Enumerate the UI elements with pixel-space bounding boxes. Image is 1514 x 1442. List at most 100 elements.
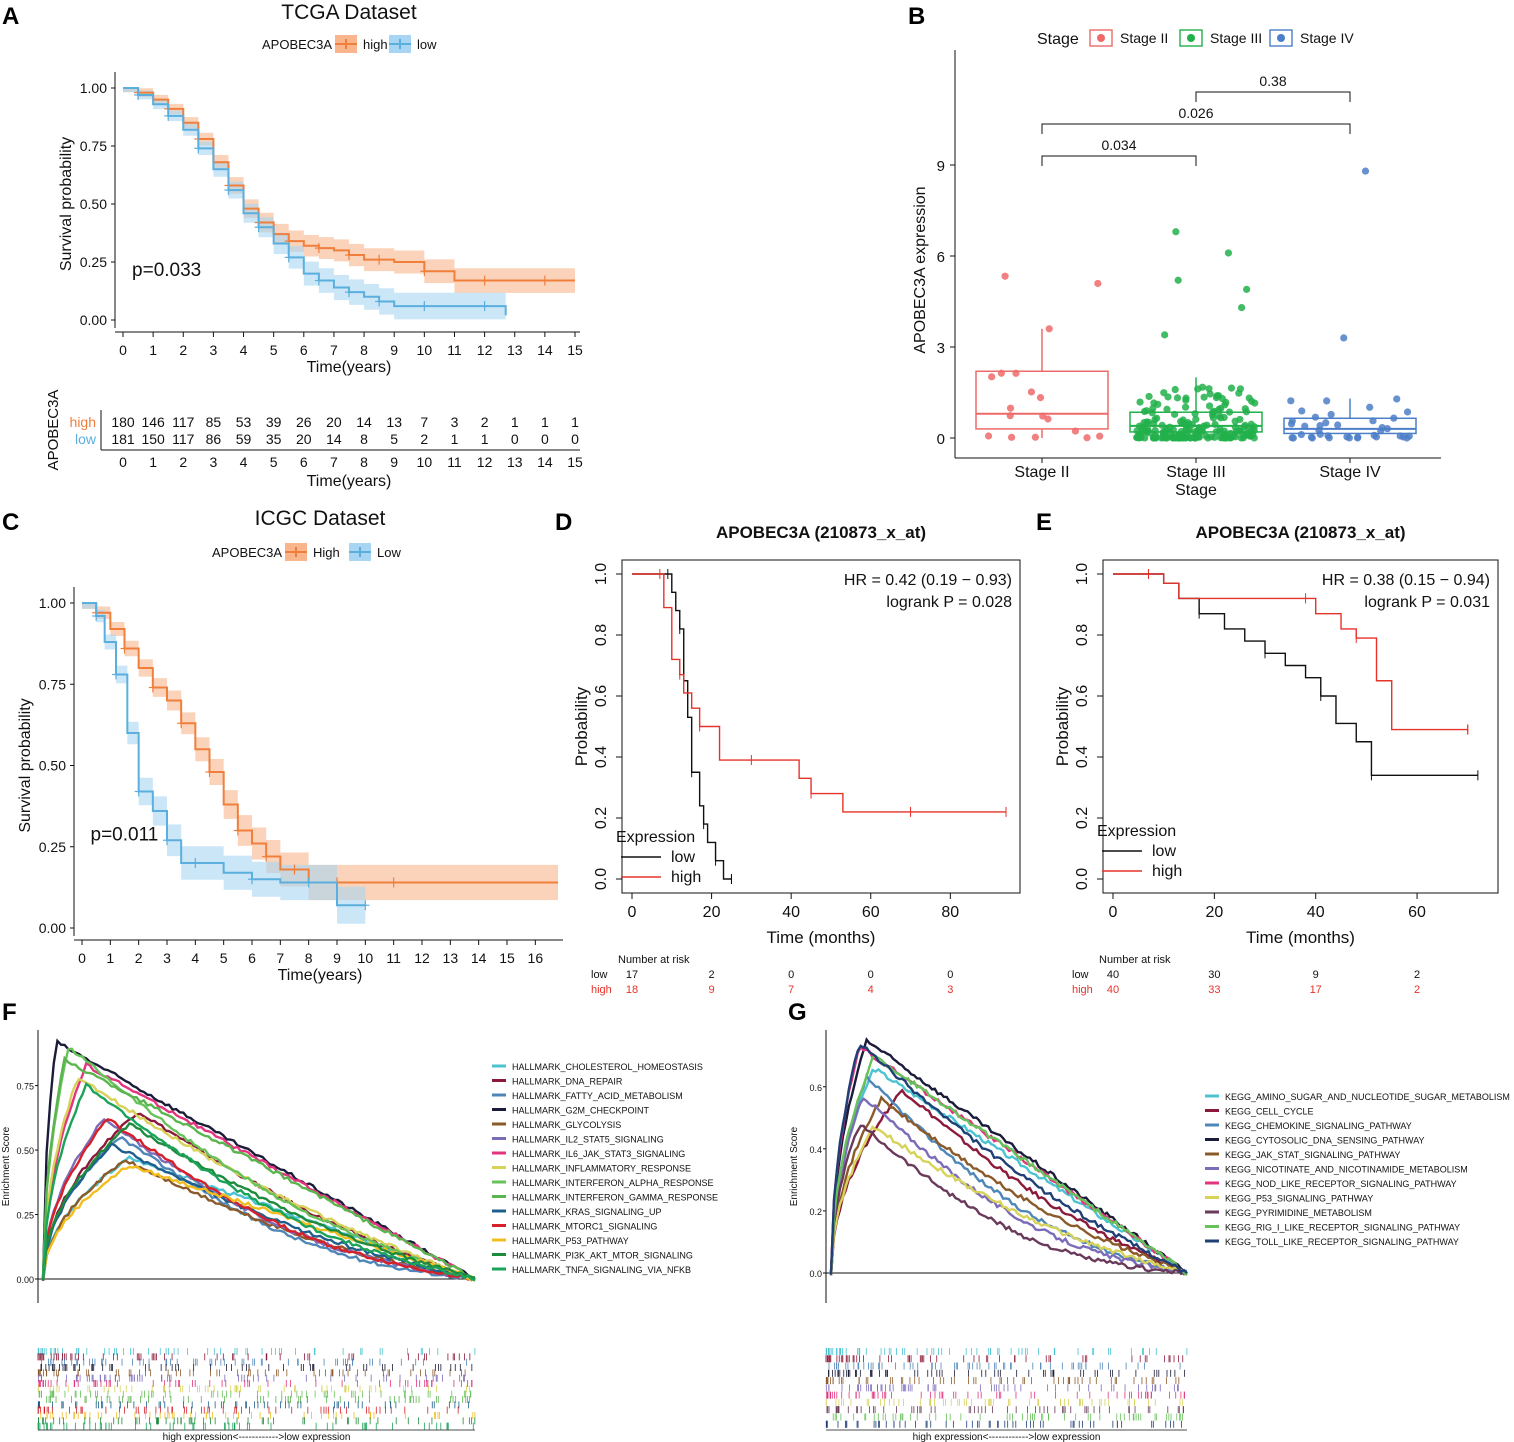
x-tick-label: 9 <box>390 342 398 358</box>
legend-label: KEGG_P53_SIGNALING_PATHWAY <box>1225 1194 1373 1204</box>
x-tick-label: 14 <box>471 950 487 966</box>
legend-label: KEGG_CELL_CYCLE <box>1225 1107 1314 1117</box>
x-tick-label: 40 <box>1307 904 1325 921</box>
risk-x-tick: 3 <box>210 454 218 470</box>
risk-count: 8 <box>360 431 368 447</box>
risk-x-tick: 7 <box>330 454 338 470</box>
comparison-pvalue: 0.38 <box>1259 73 1286 89</box>
data-point <box>1405 432 1413 440</box>
risk-count: 59 <box>236 431 252 447</box>
y-tick-label: 0.75 <box>80 138 107 154</box>
p-value: p=0.033 <box>132 260 201 281</box>
risk-row-label: high <box>591 984 612 996</box>
legend-dot <box>1097 34 1105 42</box>
comparison-pvalue: 0.026 <box>1178 105 1213 121</box>
data-point <box>1027 388 1036 396</box>
plot-frame <box>621 559 1021 894</box>
y-tick-label: 0.0 <box>809 1269 822 1279</box>
x-tick-label: 0 <box>628 904 637 921</box>
x-tick-label: 9 <box>333 950 341 966</box>
risk-x-tick: 11 <box>447 454 462 470</box>
risk-count: 0 <box>868 969 874 981</box>
data-point <box>1186 434 1194 442</box>
x-tick-label: 13 <box>507 342 523 358</box>
risk-count: 146 <box>141 414 165 430</box>
y-tick-label: 0.4 <box>1074 746 1091 768</box>
x-tick-label: 7 <box>276 950 284 966</box>
km-line-Low <box>82 602 366 907</box>
y-tick-label: 0.25 <box>16 1211 34 1221</box>
y-tick-label: 0.2 <box>593 807 610 829</box>
y-tick-label: 6 <box>937 249 945 266</box>
legend-label: HALLMARK_IL2_STAT5_SIGNALING <box>512 1135 664 1145</box>
logrank-p: logrank P = 0.031 <box>1364 594 1490 611</box>
data-point <box>1044 415 1052 423</box>
risk-count: 18 <box>626 984 638 996</box>
data-point <box>1211 420 1219 428</box>
data-point <box>1007 433 1016 441</box>
legend-title: Stage <box>1037 31 1079 48</box>
y-tick-label: 0.2 <box>1074 807 1091 829</box>
data-point <box>1185 425 1193 433</box>
chart-title: ICGC Dataset <box>255 507 386 530</box>
legend-dot <box>1277 34 1285 42</box>
data-point <box>1149 404 1157 412</box>
risk-count: 13 <box>386 414 402 430</box>
risk-count: 40 <box>1107 969 1119 981</box>
data-point <box>1227 433 1235 442</box>
legend-label: high <box>671 869 701 886</box>
y-tick-label: 0.50 <box>80 196 107 212</box>
x-tick-label: 2 <box>179 342 187 358</box>
data-point <box>1096 432 1104 440</box>
risk-x-tick: 8 <box>360 454 368 470</box>
x-tick-label: 3 <box>163 950 171 966</box>
risk-count: 20 <box>296 431 312 447</box>
data-point <box>1215 392 1223 400</box>
risk-count: 181 <box>111 431 135 447</box>
x-tick-label: Stage II <box>1014 464 1069 481</box>
risk-count: 1 <box>541 414 549 430</box>
x-tick-label: 14 <box>537 342 553 358</box>
data-point <box>1182 396 1190 404</box>
data-point <box>1178 431 1187 440</box>
x-tick-label: 80 <box>941 904 959 921</box>
legend-label: KEGG_CYTOSOLIC_DNA_SENSING_PATHWAY <box>1225 1136 1425 1146</box>
x-axis-label: Time (months) <box>767 928 876 947</box>
y-axis-label: Probability <box>1053 686 1072 766</box>
chart-title: TCGA Dataset <box>281 1 417 24</box>
data-point <box>1245 394 1253 402</box>
data-point <box>1366 403 1374 411</box>
risk-x-tick: 2 <box>179 454 187 470</box>
km-line-high <box>1113 573 1468 731</box>
x-tick-label: 5 <box>220 950 228 966</box>
data-point <box>1161 331 1169 339</box>
data-point <box>1227 384 1236 392</box>
risk-table-title: Number at risk <box>1099 954 1171 966</box>
risk-x-tick: 14 <box>537 454 553 470</box>
data-point <box>1184 418 1192 427</box>
y-tick-label: 3 <box>937 340 945 357</box>
data-point <box>1334 421 1342 429</box>
data-point <box>1361 167 1370 175</box>
legend-label: HALLMARK_PI3K_AKT_MTOR_SIGNALING <box>512 1251 693 1261</box>
x-tick-label: 0 <box>78 950 86 966</box>
x-tick-label: 4 <box>240 342 248 358</box>
legend-label: HALLMARK_CHOLESTEROL_HOMEOSTASIS <box>512 1062 703 1072</box>
risk-row-label: low <box>1072 969 1089 981</box>
data-point <box>1163 405 1171 413</box>
y-tick-label: 0.75 <box>16 1082 34 1092</box>
risk-x-label: Time(years) <box>307 473 392 490</box>
legend-label: KEGG_PYRIMIDINE_METABOLISM <box>1225 1208 1372 1218</box>
risk-count: 39 <box>266 414 282 430</box>
x-tick-label: 15 <box>567 342 583 358</box>
legend-label: HALLMARK_TNFA_SIGNALING_VIA_NFKB <box>512 1265 691 1275</box>
x-tick-label: 8 <box>360 342 368 358</box>
data-point <box>1322 419 1330 427</box>
y-tick-label: 0.0 <box>1074 868 1091 890</box>
data-point <box>1140 418 1148 427</box>
data-point <box>1205 402 1214 410</box>
x-tick-label: 3 <box>210 342 218 358</box>
legend-label: KEGG_TOLL_LIKE_RECEPTOR_SIGNALING_PATHWA… <box>1225 1237 1459 1247</box>
p-value: p=0.011 <box>91 824 159 845</box>
legend-label: HALLMARK_P53_PATHWAY <box>512 1236 629 1246</box>
